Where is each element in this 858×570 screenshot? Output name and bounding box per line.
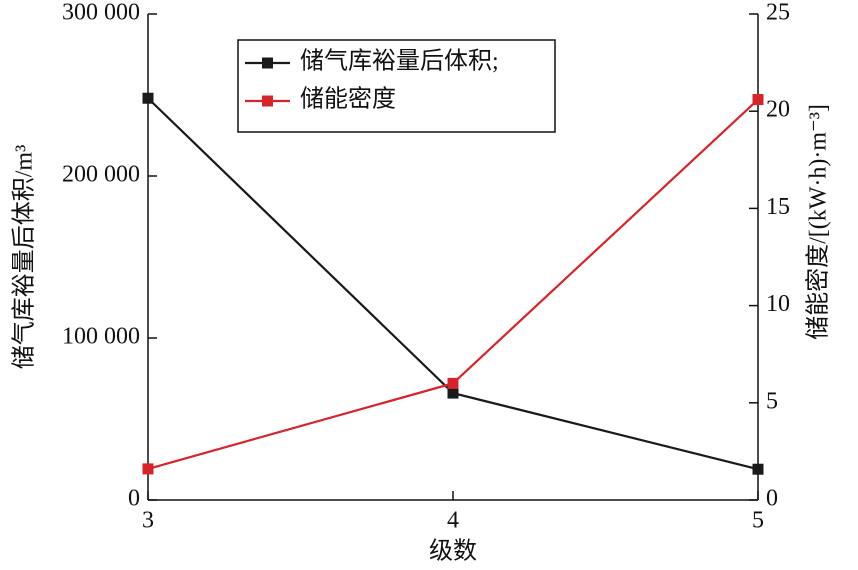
y2-tick-label: 15 [766,194,790,220]
series-line [147,98,759,470]
y2-tick-label: 0 [766,486,778,512]
y-tick-label: 0 [128,486,140,512]
y-tick-label: 200 000 [62,162,140,188]
y2-tick-label: 10 [766,291,790,317]
y2-tick-label: 5 [766,388,778,414]
marker [447,377,459,389]
y-axis-label: 储气库裕量后体积/m³ [11,145,38,370]
series-line [147,97,759,471]
y2-tick-label: 20 [766,97,790,123]
y2-axis-label: 储能密度/[(kW·h)·m⁻³] [805,104,832,340]
marker [447,387,459,399]
marker [752,94,764,106]
marker [142,92,154,104]
legend-label: 储能密度 [300,86,396,113]
x-tick-label: 4 [447,508,459,534]
legend-marker [262,95,273,107]
x-axis-label: 级数 [429,538,477,565]
legend-label: 储气库裕量后体积; [300,48,499,75]
x-tick-label: 5 [752,508,764,534]
legend-marker [262,57,273,69]
y-tick-label: 300 000 [62,0,140,26]
marker [142,463,154,475]
legend-box [237,39,556,133]
y2-tick-label: 25 [766,0,790,26]
y-tick-label: 100 000 [62,324,140,350]
marker [752,463,764,475]
x-tick-label: 3 [142,508,154,534]
